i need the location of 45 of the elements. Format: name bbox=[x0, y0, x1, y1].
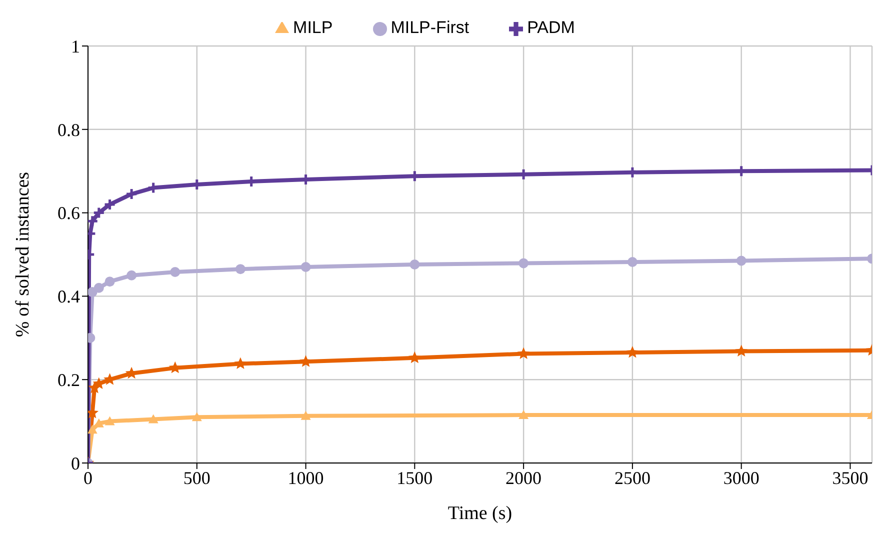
y-axis-title: % of solved instances bbox=[12, 172, 34, 338]
point bbox=[518, 410, 529, 420]
y-tick-label: 0.2 bbox=[58, 370, 80, 390]
point bbox=[234, 357, 247, 370]
point bbox=[410, 260, 420, 270]
point bbox=[408, 351, 421, 364]
point bbox=[104, 276, 115, 287]
legend-label: MILP bbox=[293, 18, 333, 37]
point bbox=[126, 270, 137, 280]
x-tick-label: 2000 bbox=[506, 468, 542, 488]
x-axis-title: Time (s) bbox=[448, 503, 512, 524]
point bbox=[168, 361, 182, 374]
legend-label: PADM bbox=[527, 18, 575, 37]
x-tick-label: 1000 bbox=[288, 468, 324, 488]
point bbox=[92, 206, 106, 220]
point bbox=[517, 347, 530, 360]
y-tick-label: 0 bbox=[71, 453, 80, 474]
point bbox=[735, 344, 748, 357]
point bbox=[518, 258, 529, 268]
point bbox=[125, 188, 138, 200]
x-tick-label: 3000 bbox=[723, 468, 760, 488]
x-tick-label: 0 bbox=[84, 468, 92, 488]
point bbox=[300, 355, 312, 367]
y-tick-label: 0.6 bbox=[58, 203, 80, 224]
point bbox=[627, 257, 638, 268]
point bbox=[300, 262, 311, 272]
point bbox=[626, 346, 639, 358]
y-tick-label: 0.4 bbox=[58, 286, 80, 307]
x-tick-label: 3500 bbox=[832, 468, 868, 488]
x-tick-label: 500 bbox=[183, 468, 210, 488]
x-tick-label: 2500 bbox=[614, 468, 650, 488]
point bbox=[192, 412, 202, 422]
point bbox=[148, 414, 158, 424]
point bbox=[94, 282, 104, 293]
y-tick-label: 0.8 bbox=[58, 120, 80, 140]
y-tick-label: 1 bbox=[71, 36, 80, 56]
point bbox=[104, 198, 116, 211]
point bbox=[88, 424, 98, 434]
point bbox=[300, 410, 311, 420]
legend-label: MILP-First bbox=[390, 18, 470, 37]
x-tick-label: 1500 bbox=[396, 468, 433, 488]
point bbox=[235, 264, 246, 274]
point bbox=[170, 267, 180, 278]
point bbox=[736, 256, 746, 266]
point bbox=[104, 416, 115, 426]
